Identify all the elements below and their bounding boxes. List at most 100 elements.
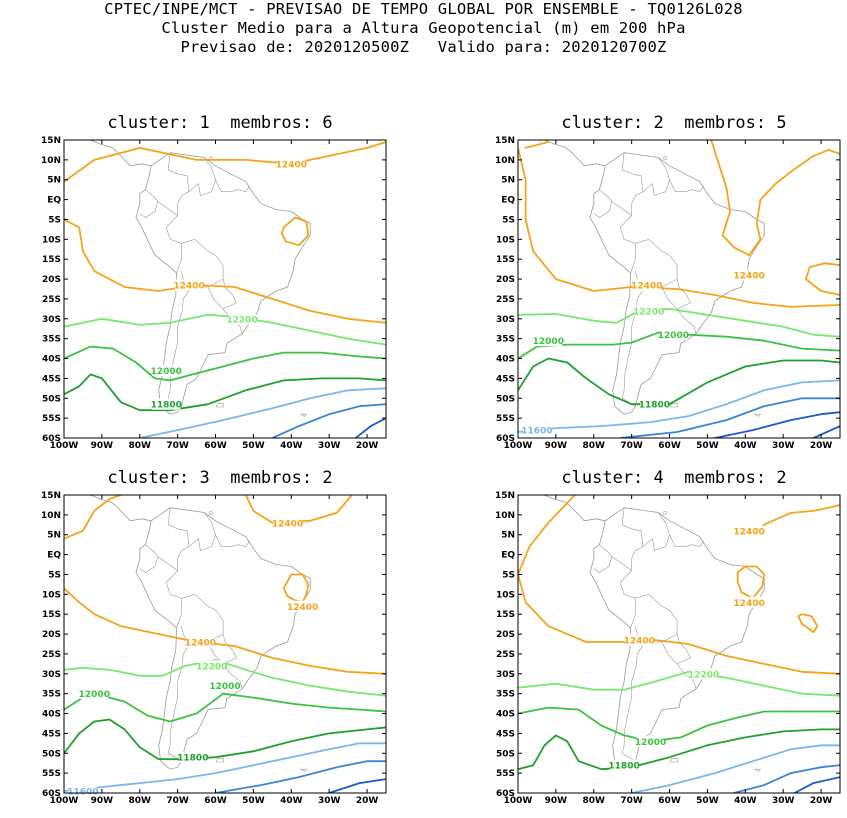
contour-line <box>354 417 386 438</box>
lon-tick-label: 40W <box>734 796 757 806</box>
lon-tick-label: 20W <box>810 796 833 806</box>
country-border <box>599 544 632 571</box>
contour-label: 12400 <box>185 639 216 649</box>
island <box>753 413 762 417</box>
lat-tick-label: EQ <box>501 551 515 561</box>
contour-label-bg <box>273 517 302 529</box>
lat-tick-label: 15N <box>41 136 61 146</box>
contour-label-bg <box>80 688 109 700</box>
panel-title: cluster: 1 membros: 6 <box>107 113 333 133</box>
lon-tick-label: 70W <box>166 796 189 806</box>
lat-tick-label: 60S <box>496 434 515 444</box>
country-border <box>188 157 216 197</box>
lat-tick-label: 55S <box>42 414 61 424</box>
contour-line <box>282 573 310 604</box>
contour-label-bg <box>175 279 204 291</box>
lon-tick-label: 20W <box>356 796 379 806</box>
country-border <box>167 290 190 407</box>
contour-line <box>518 147 840 308</box>
contour-label: 12000 <box>209 682 240 692</box>
island <box>663 511 667 515</box>
lon-tick-label: 80W <box>583 441 606 451</box>
lon-tick-label: 80W <box>583 796 606 806</box>
contour-label: 12000 <box>79 690 110 700</box>
country-border <box>165 215 182 274</box>
lat-tick-label: 35S <box>42 335 61 345</box>
contour-label: 11800 <box>151 401 182 411</box>
lon-tick-label: 60W <box>204 441 227 451</box>
lon-tick-label: 70W <box>166 441 189 451</box>
lat-tick-label: 45S <box>496 729 515 739</box>
coastline <box>135 152 311 415</box>
lat-tick-label: 55S <box>42 769 61 779</box>
coastline <box>563 495 564 496</box>
contour-line <box>64 313 386 346</box>
lat-tick-label: 5S <box>502 570 515 580</box>
contour-label-bg <box>211 680 239 692</box>
contour-line <box>518 706 840 743</box>
lat-tick-label: 50S <box>42 749 61 759</box>
lat-tick-label: 25S <box>496 650 515 660</box>
lat-tick-label: 15N <box>495 136 515 146</box>
lon-tick-label: 60W <box>658 441 681 451</box>
island <box>188 127 194 129</box>
lon-tick-label: 50W <box>696 441 719 451</box>
lat-tick-label: 5N <box>501 176 515 186</box>
country-border <box>621 507 644 571</box>
contour-label: 12200 <box>688 670 719 680</box>
lon-tick-label: 30W <box>318 796 341 806</box>
country-border <box>207 279 237 310</box>
contour-label: 12400 <box>287 603 318 613</box>
contour-line <box>280 216 310 247</box>
lat-tick-label: 15S <box>42 610 61 620</box>
contour-label: 11800 <box>177 754 208 764</box>
contour-label-bg <box>636 735 665 747</box>
country-border <box>676 663 697 689</box>
contour-line <box>793 776 840 793</box>
contour-label: 11600 <box>521 427 552 437</box>
lat-tick-label: 15S <box>496 255 515 265</box>
contour-label-bg <box>632 279 661 291</box>
lon-tick-label: 100W <box>50 796 79 806</box>
lat-tick-label: 50S <box>496 394 515 404</box>
coastline <box>109 140 110 141</box>
country-border <box>167 645 190 762</box>
lon-tick-label: 40W <box>280 796 303 806</box>
contour-label-bg <box>634 305 663 317</box>
lon-tick-label: 30W <box>772 796 795 806</box>
contour-label: 12400 <box>173 282 204 292</box>
map-canvas: 12400 12400 12200 12000 11800 15N 10N 5N EQ 5S 10S… <box>41 120 387 451</box>
contour-label: 12200 <box>226 315 257 325</box>
lat-tick-label: 20S <box>496 275 515 285</box>
header-line-2: Cluster Medio para a Altura Geopotencial… <box>161 19 686 37</box>
country-border <box>642 512 670 552</box>
map-panel-cluster-2: cluster: 2 membros: 5 12400 12400 12200 120… <box>474 113 847 463</box>
coastline <box>542 140 606 167</box>
figure-header: CPTEC/INPE/MCT - PREVISAO DE TEMPO GLOBA… <box>0 0 847 57</box>
island <box>161 120 184 128</box>
header-line-3: Previsao de: 2020120500Z Valido para: 20… <box>180 38 667 56</box>
country-border <box>145 189 178 216</box>
coastline <box>88 140 152 167</box>
lat-tick-label: 40S <box>42 710 61 720</box>
lon-tick-label: 90W <box>545 796 568 806</box>
island <box>188 482 194 484</box>
lat-tick-label: 30S <box>496 315 515 325</box>
lat-tick-label: 40S <box>42 355 61 365</box>
contour-line <box>64 345 386 382</box>
contour-line <box>518 308 840 338</box>
contour-label-bg <box>68 785 97 797</box>
contour-label-bg <box>735 269 764 281</box>
island <box>209 511 213 515</box>
coastline <box>563 140 564 141</box>
map-layer <box>518 495 840 793</box>
map-canvas: 12400 12400 12200 12000 12000 11800 11600 15N 10… <box>495 136 841 451</box>
map-frame <box>517 494 841 794</box>
map-panel-cluster-4: cluster: 4 membros: 2 12400 12400 12400 122… <box>474 468 847 818</box>
lat-tick-label: 50S <box>496 749 515 759</box>
contour-label-bg <box>625 634 654 646</box>
country-border <box>676 308 697 334</box>
lat-tick-label: 5N <box>47 176 61 186</box>
contour-line <box>328 778 386 793</box>
contour-label-bg <box>152 398 181 410</box>
